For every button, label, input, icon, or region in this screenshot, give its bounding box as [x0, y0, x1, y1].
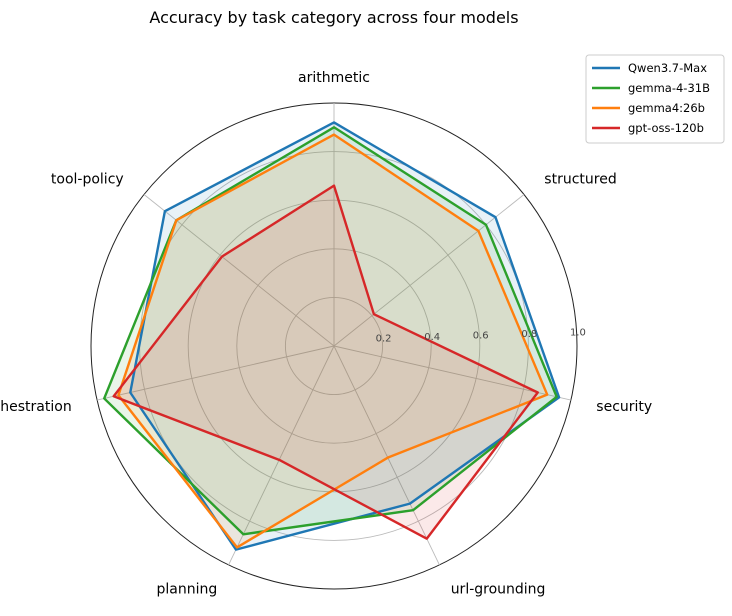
tick-label-1: 0.4 [424, 332, 440, 343]
legend: Qwen3.7-Max gemma-4-31B gemma4:26b gpt-oss-… [585, 54, 725, 144]
category-label-url-grounding: url-grounding [451, 581, 546, 597]
category-label-tool-policy: tool-policy [51, 171, 124, 187]
tick-label-4: 1.0 [570, 328, 586, 339]
spoke-orchestration [96, 345, 335, 401]
category-label-orchestration: orchestration [0, 399, 72, 415]
radial-tick-labels: 0.2 0.4 0.6 0.8 1.0 [376, 328, 586, 345]
series-fill-3 [113, 185, 538, 539]
legend-label-3: gpt-oss-120b [628, 121, 704, 135]
tick-label-3: 0.8 [521, 329, 537, 340]
chart-title: Accuracy by task category across four mo… [149, 8, 518, 27]
series-line-0 [129, 121, 561, 551]
series-line-3 [112, 184, 539, 540]
spoke-structured [333, 194, 525, 347]
spoke-url-grounding [333, 345, 440, 566]
spoke-security [333, 345, 572, 401]
spoke-planning [228, 345, 335, 566]
series-fill-1 [104, 127, 557, 535]
legend-label-0: Qwen3.7-Max [628, 61, 707, 75]
series-line-2 [117, 133, 549, 549]
category-label-planning: planning [157, 581, 218, 597]
tick-label-2: 0.6 [473, 331, 489, 342]
category-label-security: security [596, 399, 652, 415]
series-fill-2 [118, 134, 548, 548]
tick-label-0: 0.2 [376, 334, 392, 345]
category-label-structured: structured [544, 171, 616, 187]
series-line-1 [102, 126, 558, 536]
legend-label-2: gemma4:26b [628, 101, 705, 115]
category-label-arithmetic: arithmetic [298, 70, 370, 86]
category-labels: arithmetic structured security url-groundin… [0, 70, 652, 597]
radar-series [102, 121, 561, 551]
legend-label-1: gemma-4-31B [628, 81, 710, 95]
legend-box [585, 54, 725, 144]
